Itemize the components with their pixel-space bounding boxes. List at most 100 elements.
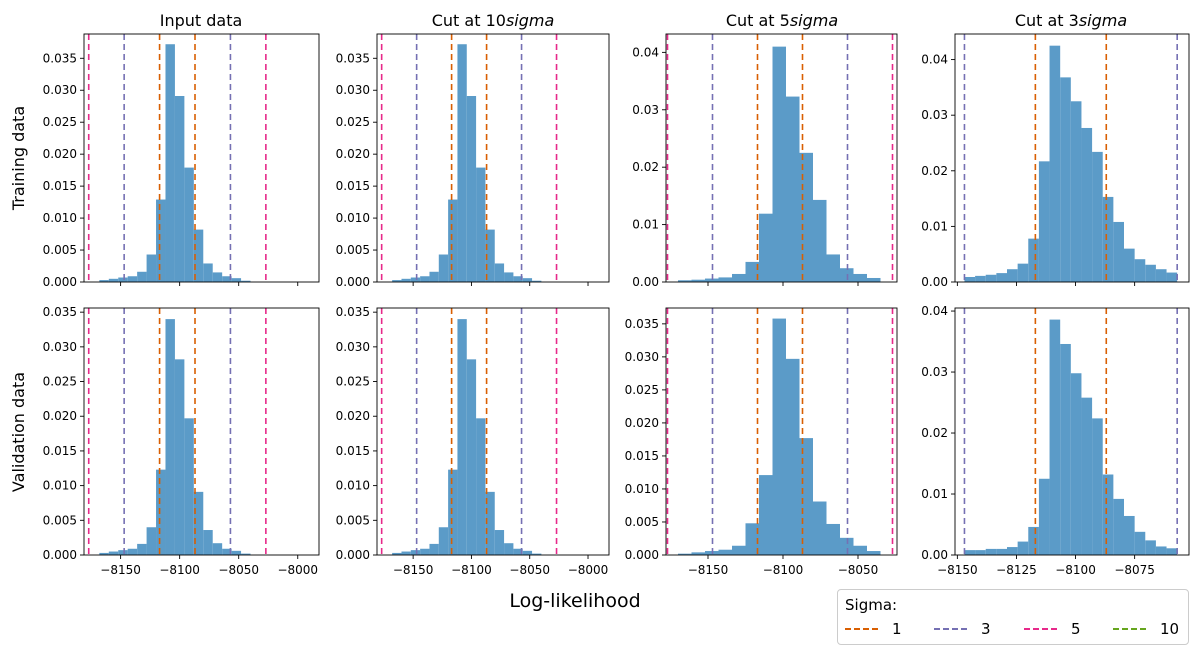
- histogram-bar: [532, 553, 542, 555]
- histogram-bar: [745, 261, 759, 282]
- y-tick-label: 0.010: [336, 479, 370, 493]
- y-tick-label: 0.01: [632, 218, 659, 232]
- histogram-bar: [193, 229, 204, 282]
- histogram-bar: [853, 545, 867, 555]
- histogram-bar: [718, 277, 732, 282]
- histogram-bar: [799, 438, 813, 555]
- axes-frame: [83, 33, 320, 283]
- histogram-bar: [466, 359, 477, 555]
- histogram-bar: [241, 280, 251, 282]
- panel-training-data-cut-at-10sigma: 0.000 0.005 0.010 0.015 0.020 0.025 0.030 0.035: [336, 33, 610, 289]
- plot-area: [87, 308, 267, 555]
- histogram-bar: [1017, 541, 1029, 555]
- y-tick-label: 0.04: [921, 53, 948, 67]
- y-tick-label: 0.015: [336, 444, 370, 458]
- histogram-bar: [203, 263, 213, 282]
- y-tick-label: 0.000: [43, 275, 77, 289]
- histogram-bar: [732, 273, 746, 282]
- histogram-bar: [504, 543, 514, 555]
- plot-area: [666, 34, 894, 282]
- y-tick-label: 0.00: [921, 275, 948, 289]
- histogram-bar: [745, 523, 759, 555]
- y-tick-label: 0.000: [43, 548, 77, 562]
- histogram-bar: [193, 491, 204, 555]
- histogram-bar: [1092, 151, 1103, 282]
- histogram-bar: [964, 550, 976, 555]
- y-tick-label: 0.035: [336, 305, 370, 319]
- y-tick-label: 0.010: [43, 479, 77, 493]
- histogram-bar: [1166, 272, 1178, 282]
- histogram-bar: [457, 319, 467, 555]
- legend-label-sigma-10: 10: [1160, 620, 1180, 638]
- histogram-bar: [99, 280, 109, 282]
- y-tick-label: 0.030: [625, 350, 659, 364]
- y-tick-label: 0.005: [336, 513, 370, 527]
- legend-swatch-sigma-5: [1024, 628, 1057, 630]
- histogram-bar: [401, 278, 411, 282]
- histogram-bar: [222, 548, 232, 555]
- histogram-bar: [174, 359, 185, 555]
- histogram-bar: [1155, 269, 1167, 282]
- histogram-bar: [1145, 540, 1156, 555]
- legend-swatch-sigma-3: [934, 628, 967, 630]
- histogram-bar: [476, 167, 486, 282]
- axes-frame: [954, 307, 1190, 556]
- legend-label-sigma-5: 5: [1071, 620, 1081, 638]
- column-title-cut-3: Cut at 3sigma: [1015, 11, 1127, 30]
- histogram-bar: [127, 276, 138, 282]
- histogram-bar: [1038, 478, 1050, 555]
- histogram-bar: [410, 550, 421, 555]
- histogram-bar: [108, 551, 119, 555]
- legend-entry-sigma-1: 1: [845, 619, 902, 639]
- row-label-training: Training data: [9, 106, 28, 211]
- histogram-bar: [1007, 269, 1018, 282]
- histogram-bar: [476, 418, 486, 555]
- histogram-bar: [678, 280, 692, 282]
- y-tick-label: 0.04: [632, 45, 659, 59]
- x-tick-label: −8150: [393, 563, 434, 577]
- y-tick-label: 0.035: [43, 51, 77, 65]
- x-tick-label: −8100: [763, 563, 804, 577]
- histogram-bar: [1081, 397, 1093, 555]
- x-tick-label: −8150: [100, 563, 141, 577]
- histogram-bar: [996, 273, 1007, 282]
- y-tick-label: 0.015: [336, 179, 370, 193]
- histogram-bar: [1017, 263, 1029, 282]
- histogram-bar: [985, 548, 997, 555]
- y-tick-label: 0.000: [336, 548, 370, 562]
- y-tick-label: 0.00: [632, 275, 659, 289]
- histogram-bar: [691, 552, 705, 555]
- histogram-bar: [420, 548, 430, 555]
- panel-training-data-input-data: 0.000 0.005 0.010 0.015 0.020 0.025 0.030 0.035: [43, 33, 320, 289]
- y-tick-label: 0.035: [43, 305, 77, 319]
- histogram-bar: [392, 280, 402, 282]
- histogram-bar: [156, 469, 166, 555]
- legend-swatch-sigma-10: [1113, 628, 1146, 630]
- y-tick-label: 0.02: [921, 164, 948, 178]
- histogram-bar: [813, 199, 827, 282]
- y-tick-label: 0.005: [43, 243, 77, 257]
- histogram-bar: [429, 543, 439, 555]
- histogram-bar: [1060, 77, 1071, 282]
- x-tick-label: −8100: [159, 563, 200, 577]
- histogram-bar: [448, 199, 458, 282]
- histogram-bar: [212, 543, 223, 555]
- histogram-bar: [964, 276, 976, 282]
- histogram-bar: [485, 491, 495, 555]
- histogram-bar: [457, 44, 467, 282]
- sigma-legend: Sigma: 1 3 5 10: [837, 589, 1189, 645]
- y-tick-label: 0.020: [43, 147, 77, 161]
- y-tick-label: 0.015: [43, 179, 77, 193]
- axes-frame: [376, 33, 610, 283]
- y-tick-label: 0.010: [336, 211, 370, 225]
- x-axis-label: Log-likelihood: [509, 590, 640, 612]
- histogram-bar: [494, 530, 505, 555]
- histogram-bar: [438, 527, 449, 555]
- histogram-bar: [975, 275, 986, 282]
- x-tick-label: −8150: [688, 563, 729, 577]
- histogram-bar: [759, 475, 773, 555]
- histogram-bar: [732, 545, 746, 555]
- panel-training-data-cut-at-5sigma: 0.00 0.01 0.02 0.03 0.04: [632, 33, 898, 289]
- y-tick-label: 0.005: [336, 243, 370, 257]
